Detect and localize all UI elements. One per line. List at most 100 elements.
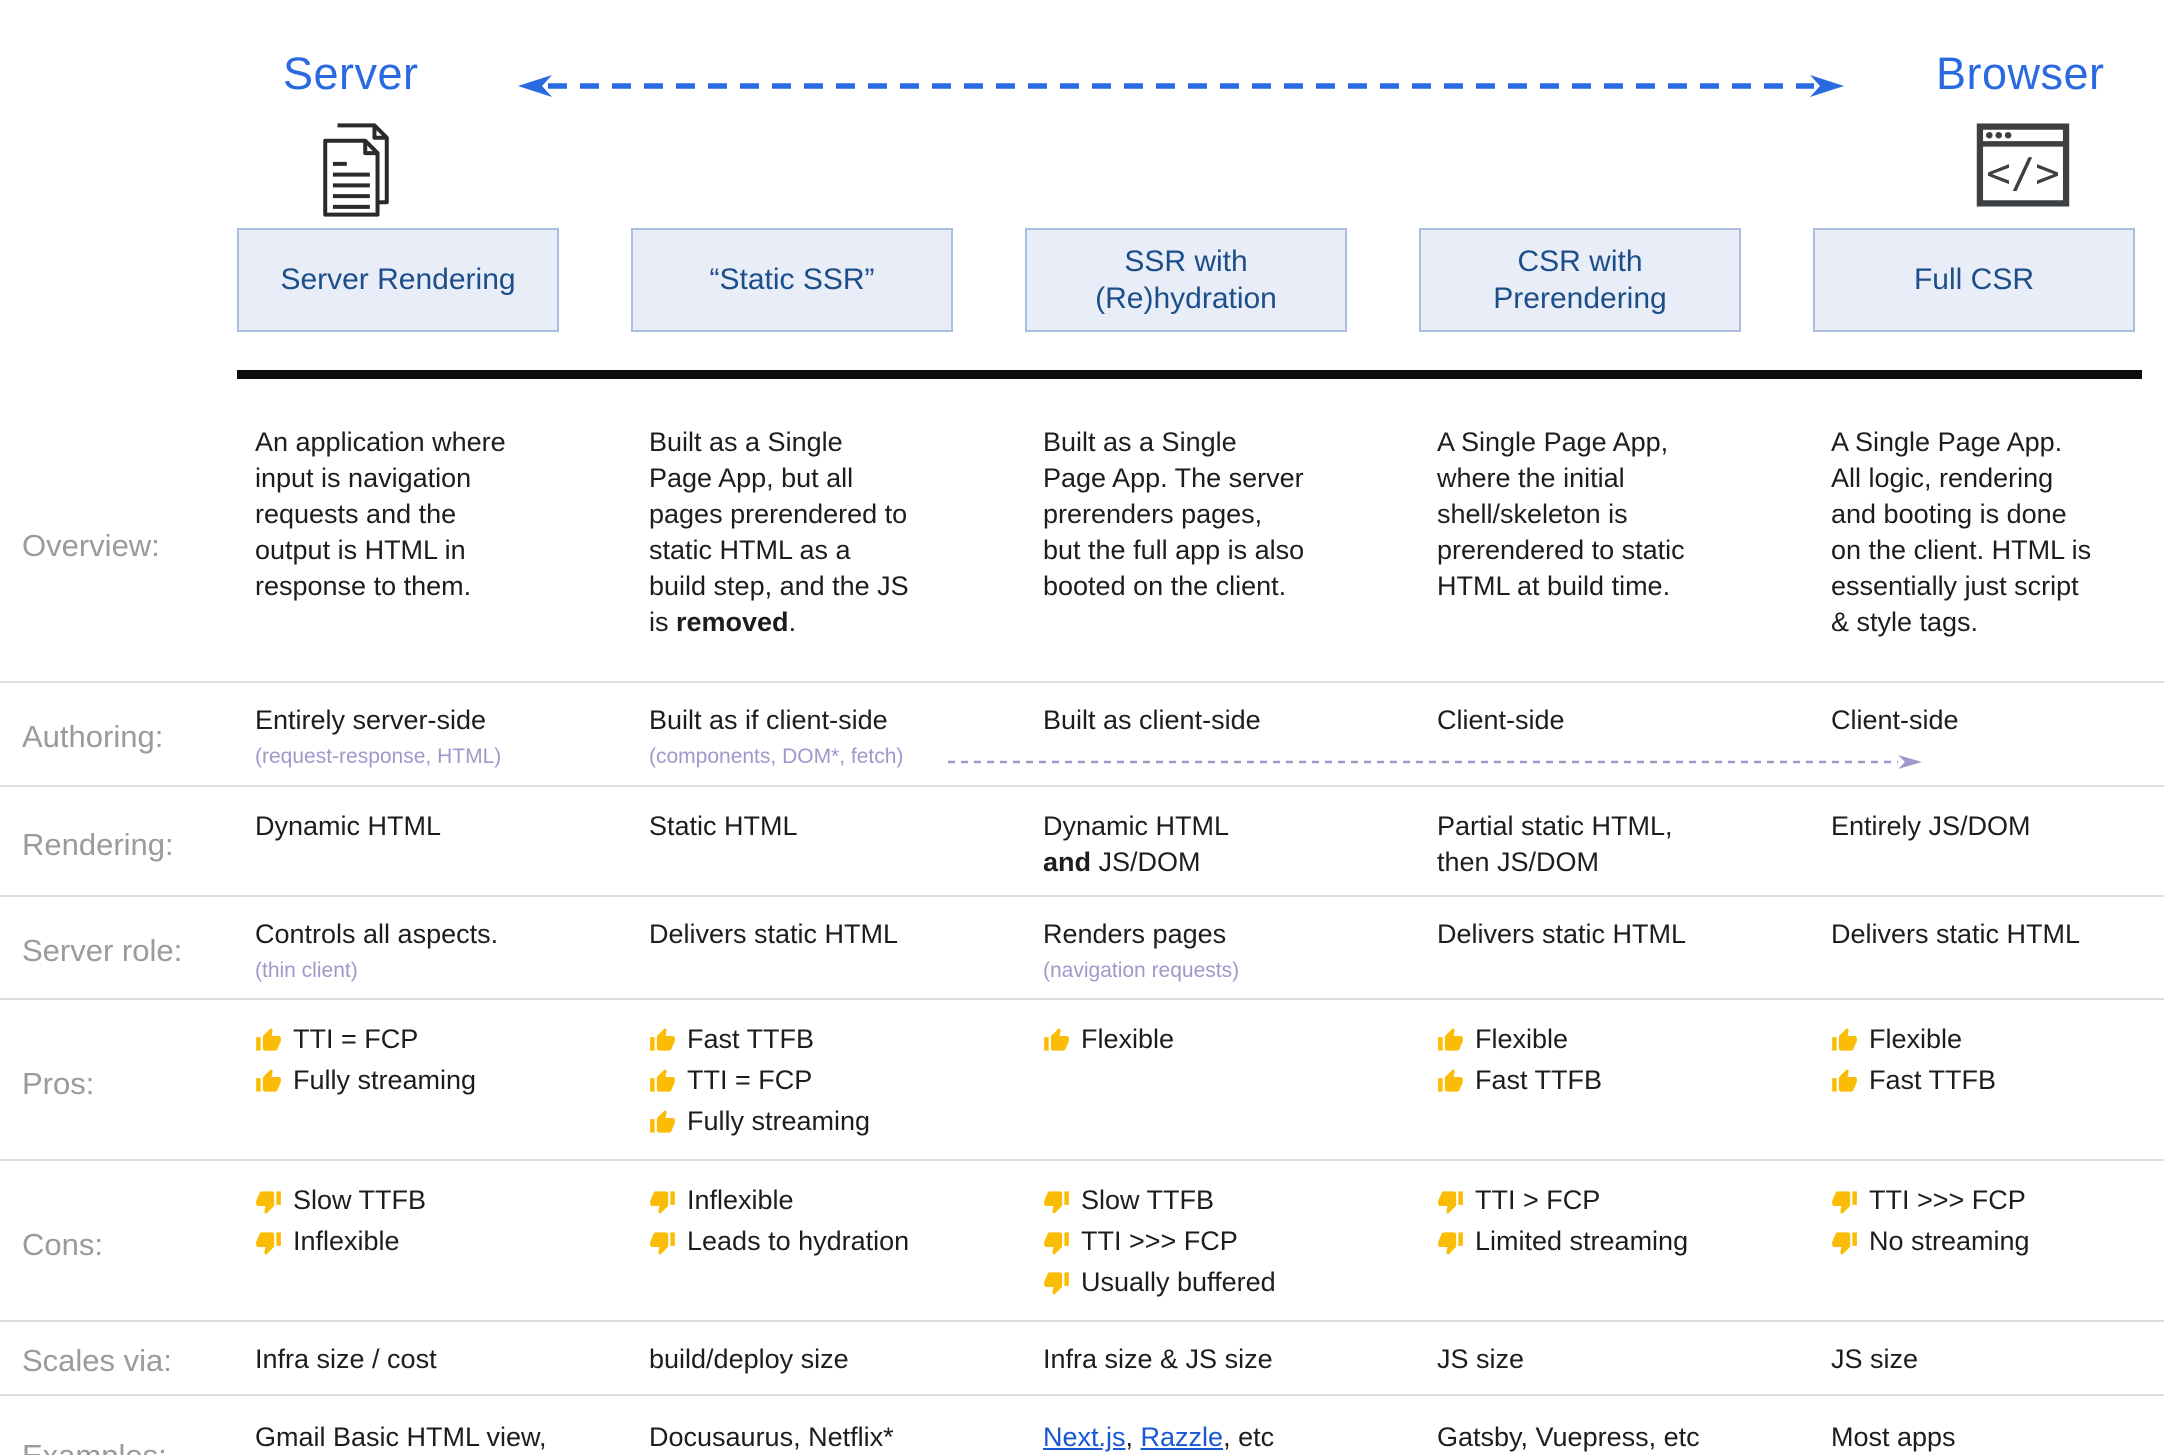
browser-label: Browser [1936, 48, 2105, 99]
item-text: No streaming [1869, 1226, 2030, 1257]
item-text: Fast TTFB [687, 1024, 815, 1055]
thumb-down-icon [650, 1231, 675, 1255]
item-text: Inflexible [687, 1185, 794, 1216]
row-scales-via: Scales via: Infra size / cost build/deploy… [0, 1319, 2164, 1394]
cell-rendering-1: Static HTML [631, 809, 1025, 845]
column-headers: Server Rendering “Static SSR” SSR with (… [0, 228, 2164, 332]
con-item: TTI >>> FCP [1043, 1224, 1357, 1260]
con-item: Inflexible [649, 1183, 963, 1219]
column-header-static-ssr: “Static SSR” [631, 228, 953, 332]
cell-note: (components, DOM*, fetch) [649, 744, 904, 768]
row-examples: Examples: Gmail Basic HTML view, Hacker N… [0, 1393, 2164, 1455]
cell-cons-1: Inflexible Leads to hydration [631, 1183, 1025, 1265]
cell-text: Partial static HTML, then JS/DOM [1437, 810, 1673, 877]
row-label-rendering: Rendering: [22, 826, 174, 862]
cell-authoring-0: Entirely server-side (request-response, H… [237, 703, 631, 771]
item-text: TTI >>> FCP [1081, 1226, 1238, 1257]
cell-rendering-4: Entirely JS/DOM [1813, 809, 2164, 845]
cell-text: Built as a Single Page App, but all page… [649, 427, 909, 637]
cell-examples-0: Gmail Basic HTML view, Hacker News [237, 1420, 631, 1455]
item-text: Limited streaming [1475, 1226, 1689, 1257]
cell-text: A Single Page App, where the initial she… [1437, 427, 1685, 601]
documents-icon [323, 123, 389, 217]
row-label-overview: Overview: [22, 528, 160, 563]
column-header-server-rendering: Server Rendering [237, 228, 559, 332]
pro-item: Fully streaming [255, 1063, 569, 1099]
example-link-razzle[interactable]: Razzle [1140, 1421, 1224, 1452]
cell-pros-2: Flexible [1025, 1022, 1419, 1063]
column-headers-spacer [0, 228, 237, 332]
cell-overview-1: Built as a Single Page App, but all page… [631, 425, 1025, 640]
con-item: Usually buffered [1043, 1265, 1357, 1301]
thumb-up-icon [650, 1028, 675, 1051]
cell-text: JS size [1437, 1343, 1525, 1374]
cell-examples-2: Next.js, Razzle, etc [1025, 1420, 1419, 1455]
cell-text: An application where input is navigation… [255, 427, 506, 601]
cell-text: Client-side [1831, 705, 1959, 735]
cell-server-role-1: Delivers static HTML [631, 917, 1025, 953]
item-text: Slow TTFB [1081, 1185, 1215, 1216]
cell-text: Controls all aspects. [255, 918, 499, 949]
cell-text: Entirely server-side [255, 705, 487, 735]
con-item: Inflexible [255, 1224, 569, 1260]
cell-text: Dynamic HTML and JS/DOM [1043, 810, 1229, 877]
item-text: Fully streaming [293, 1065, 477, 1096]
cell-overview-4: A Single Page App. All logic, rendering … [1813, 425, 2164, 640]
row-label-pros: Pros: [22, 1065, 95, 1101]
con-item: TTI >>> FCP [1831, 1183, 2145, 1219]
cell-text: Delivers static HTML [1437, 918, 1687, 949]
pro-item: Flexible [1437, 1022, 1751, 1058]
cell-text: Infra size / cost [255, 1343, 437, 1374]
authoring-trend-arrow-icon [948, 754, 1922, 769]
item-text: Slow TTFB [293, 1185, 427, 1216]
cell-note: (navigation requests) [1043, 958, 1240, 982]
thumb-down-icon [256, 1231, 281, 1255]
row-label-cons: Cons: [22, 1226, 103, 1262]
svg-text:</>: </> [1986, 149, 2060, 197]
thumb-down-icon [1832, 1231, 1857, 1255]
cell-server-role-4: Delivers static HTML [1813, 917, 2164, 953]
cell-rendering-3: Partial static HTML, then JS/DOM [1419, 809, 1813, 881]
cell-pros-4: Flexible Fast TTFB [1813, 1022, 2164, 1104]
column-header-csr-prerendering: CSR with Prerendering [1419, 228, 1741, 332]
browser-window-icon: </> [1976, 123, 2070, 207]
con-item: No streaming [1831, 1224, 2145, 1260]
pro-item: TTI = FCP [649, 1063, 963, 1099]
thumb-up-icon [650, 1109, 675, 1133]
cell-text: Next.js, Razzle, etc [1043, 1421, 1275, 1452]
thumb-down-icon [1832, 1191, 1857, 1214]
pro-item: Fully streaming [649, 1104, 963, 1140]
cell-overview-0: An application where input is navigation… [237, 425, 631, 605]
item-text: Leads to hydration [687, 1226, 910, 1257]
thumb-down-icon [256, 1191, 281, 1214]
cell-cons-2: Slow TTFB TTI >>> FCP Usually buffered [1025, 1183, 1419, 1306]
row-label-authoring: Authoring: [22, 718, 164, 754]
cell-authoring-4: Client-side [1813, 703, 2164, 739]
cell-text: Docusaurus, Netflix* [649, 1421, 894, 1452]
thumb-up-icon [1438, 1028, 1463, 1051]
item-text: Fast TTFB [1475, 1065, 1603, 1096]
cell-rendering-2: Dynamic HTML and JS/DOM [1025, 809, 1419, 881]
cell-text: Most apps [1831, 1421, 1956, 1452]
item-text: TTI = FCP [687, 1065, 813, 1096]
row-pros: Pros: TTI = FCP Fully streaming Fast TTFB TT… [0, 998, 2164, 1159]
cell-examples-3: Gatsby, Vuepress, etc [1419, 1420, 1813, 1455]
cell-authoring-2: Built as client-side [1025, 703, 1419, 739]
cell-text: build/deploy size [649, 1343, 849, 1374]
cell-overview-3: A Single Page App, where the initial she… [1419, 425, 1813, 605]
cell-examples-1: Docusaurus, Netflix* [631, 1420, 1025, 1455]
cell-server-role-2: Renders pages (navigation requests) [1025, 917, 1419, 985]
cell-text: Renders pages [1043, 918, 1227, 949]
thumb-down-icon [1438, 1191, 1463, 1214]
con-item: Slow TTFB [255, 1183, 569, 1219]
example-link-nextjs[interactable]: Next.js [1043, 1421, 1126, 1452]
item-text: TTI >>> FCP [1869, 1185, 2026, 1216]
item-text: Usually buffered [1081, 1267, 1276, 1297]
cell-text: Built as client-side [1043, 705, 1261, 735]
cell-text: A Single Page App. All logic, rendering … [1831, 427, 2092, 637]
cell-scales-via-4: JS size [1813, 1342, 2164, 1378]
thumb-down-icon [1044, 1231, 1069, 1255]
cell-authoring-1: Built as if client-side (components, DOM*… [631, 703, 1025, 771]
cell-rendering-0: Dynamic HTML [237, 809, 631, 845]
con-item: Leads to hydration [649, 1224, 963, 1260]
